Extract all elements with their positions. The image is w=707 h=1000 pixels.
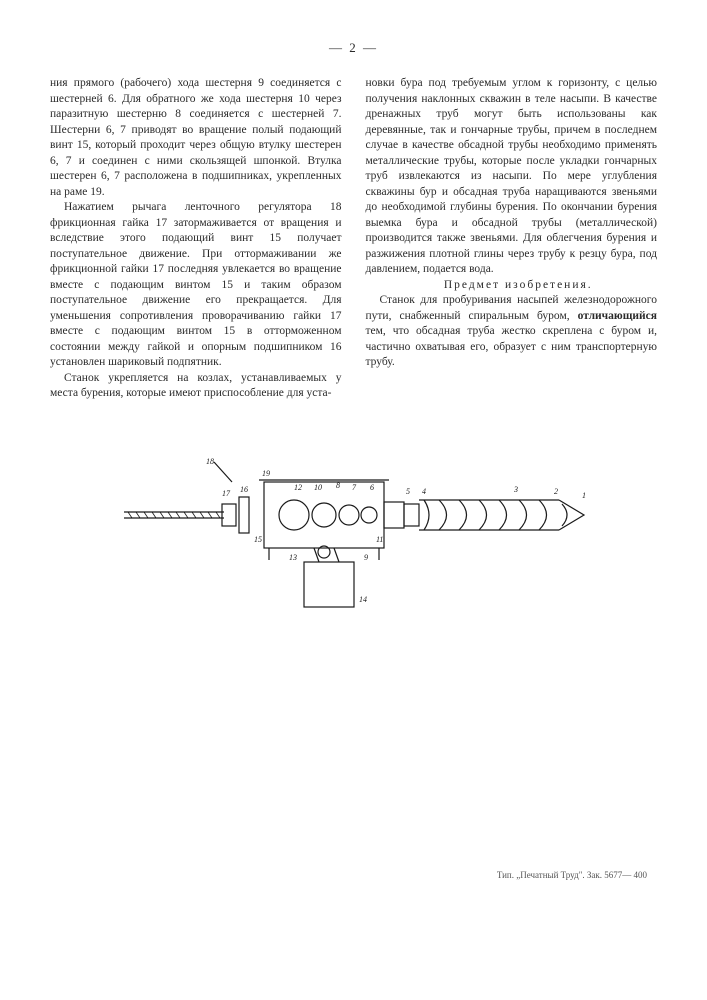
paragraph: Станок укрепляется на козлах, устанавлив… [50,371,342,402]
printer-imprint: Тип. „Печатный Труд". Зак. 5677— 400 [497,870,647,880]
svg-text:7: 7 [352,483,357,492]
left-column: ния прямого (рабочего) хода шестерня 9 с… [50,76,342,402]
document-page: — 2 — ния прямого (рабочего) хода шестер… [0,0,707,1000]
svg-text:6: 6 [370,483,374,492]
svg-text:9: 9 [364,553,368,562]
technical-drawing: 1 2 3 4 5 6 7 8 9 10 11 12 13 14 15 16 1… [50,442,657,632]
svg-text:5: 5 [406,487,410,496]
paragraph: Нажатием рычага ленточного регулятора 18… [50,200,342,371]
claims-title: Предмет изобретения. [366,278,658,294]
page-number: — 2 — [50,40,657,56]
svg-text:1: 1 [582,491,586,500]
svg-text:16: 16 [240,485,248,494]
text-columns: ния прямого (рабочего) хода шестерня 9 с… [50,76,657,402]
svg-text:11: 11 [376,535,383,544]
svg-text:17: 17 [222,489,231,498]
paragraph: Станок для пробуривания насыпей железнод… [366,293,658,371]
svg-text:15: 15 [254,535,262,544]
svg-text:3: 3 [513,485,518,494]
paragraph: ния прямого (рабочего) хода шестерня 9 с… [50,76,342,200]
svg-text:10: 10 [314,483,322,492]
paragraph: новки бура под требуемым углом к горизон… [366,76,658,278]
svg-text:13: 13 [289,553,297,562]
svg-text:8: 8 [336,481,340,490]
svg-text:14: 14 [359,595,367,604]
claim-text: тем, что обсадная труба жестко скреплена… [366,325,658,368]
svg-text:4: 4 [422,487,426,496]
svg-text:18: 18 [206,457,214,466]
right-column: новки бура под требуемым углом к горизон… [366,76,658,402]
svg-text:19: 19 [262,469,270,478]
svg-text:12: 12 [294,483,302,492]
claim-bold: отличающийся [578,310,657,322]
svg-text:2: 2 [554,487,558,496]
